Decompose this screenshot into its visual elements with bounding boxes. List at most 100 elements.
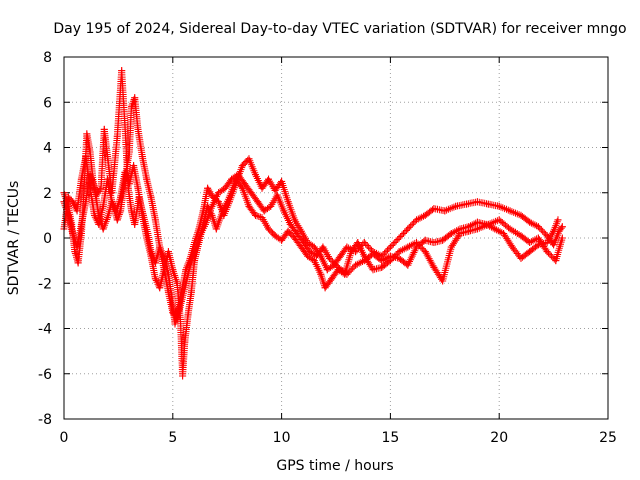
data-point [323, 266, 331, 274]
data-point [147, 252, 155, 260]
data-point [495, 216, 503, 224]
x-tick-label: 0 [60, 430, 69, 446]
data-point [558, 234, 566, 242]
data-point [558, 223, 566, 231]
series-track-c [60, 162, 566, 380]
data-point [131, 94, 139, 102]
y-tick-label: 6 [43, 95, 52, 111]
data-point [395, 248, 403, 256]
data-point [64, 211, 72, 219]
data-point [430, 205, 438, 213]
data-point [199, 220, 207, 228]
data-point [347, 248, 355, 256]
data-point [121, 168, 129, 176]
data-point [104, 175, 112, 183]
data-point [71, 248, 79, 256]
data-point [310, 243, 318, 251]
data-point [473, 218, 481, 226]
data-point [297, 227, 305, 235]
data-point [113, 216, 121, 224]
data-point [369, 266, 377, 274]
data-point [95, 211, 103, 219]
data-point [463, 200, 471, 208]
data-point [164, 248, 172, 256]
data-point [164, 288, 172, 296]
data-point [447, 229, 455, 237]
data-point [82, 198, 90, 206]
data-point [219, 207, 227, 215]
data-point [208, 211, 216, 219]
data-point [284, 227, 292, 235]
data-point [484, 220, 492, 228]
data-point [191, 257, 199, 265]
data-point [138, 153, 146, 161]
data-point [131, 220, 139, 228]
data-point [82, 153, 90, 161]
data-point [187, 288, 195, 296]
data-point [160, 266, 168, 274]
data-point [319, 243, 327, 251]
y-tick-label: 0 [43, 231, 52, 247]
data-point [286, 220, 294, 228]
data-point [99, 202, 107, 210]
data-point [491, 225, 499, 233]
data-point [125, 180, 133, 188]
y-tick-label: -4 [38, 322, 52, 338]
data-point [143, 175, 151, 183]
data-point [156, 284, 164, 292]
data-point [526, 239, 534, 247]
data-point [291, 234, 299, 242]
data-point [97, 184, 105, 192]
data-point [310, 257, 318, 265]
data-point [238, 162, 246, 170]
data-point [517, 232, 525, 240]
data-point [265, 175, 273, 183]
data-point [104, 214, 112, 222]
data-point [199, 207, 207, 215]
data-point [550, 241, 558, 249]
data-point [251, 171, 259, 179]
data-point [234, 171, 242, 179]
data-point [500, 229, 508, 237]
y-tick-label: -8 [38, 412, 52, 428]
data-point [254, 198, 262, 206]
data-series [60, 67, 566, 380]
data-point [77, 220, 85, 228]
data-point [74, 259, 82, 267]
data-point [506, 225, 514, 233]
data-point [112, 207, 120, 215]
data-point [117, 193, 125, 201]
data-point [138, 211, 146, 219]
x-tick-label: 15 [381, 430, 399, 446]
data-point [317, 270, 325, 278]
series-track-b [60, 94, 562, 323]
data-point [439, 277, 447, 285]
data-point [151, 275, 159, 283]
data-point [278, 177, 286, 185]
y-tick-label: 2 [43, 186, 52, 202]
series-markers [60, 94, 562, 323]
x-tick-label: 20 [490, 430, 508, 446]
data-point [543, 239, 551, 247]
data-point [352, 261, 360, 269]
data-point [386, 243, 394, 251]
data-point [413, 216, 421, 224]
data-point [334, 266, 342, 274]
data-point [543, 248, 551, 256]
data-point [421, 248, 429, 256]
data-point [195, 239, 203, 247]
data-point [118, 67, 126, 75]
data-point [251, 211, 259, 219]
data-point [179, 372, 187, 380]
data-point [293, 229, 301, 237]
data-point [247, 189, 255, 197]
data-point [297, 243, 305, 251]
data-point [130, 162, 138, 170]
data-point [271, 232, 279, 240]
data-point [395, 234, 403, 242]
x-tick-labels: 0 5 10 15 20 25 [60, 430, 617, 446]
data-point [100, 125, 108, 133]
data-point [508, 243, 516, 251]
data-point [184, 311, 192, 319]
data-point [169, 309, 177, 317]
